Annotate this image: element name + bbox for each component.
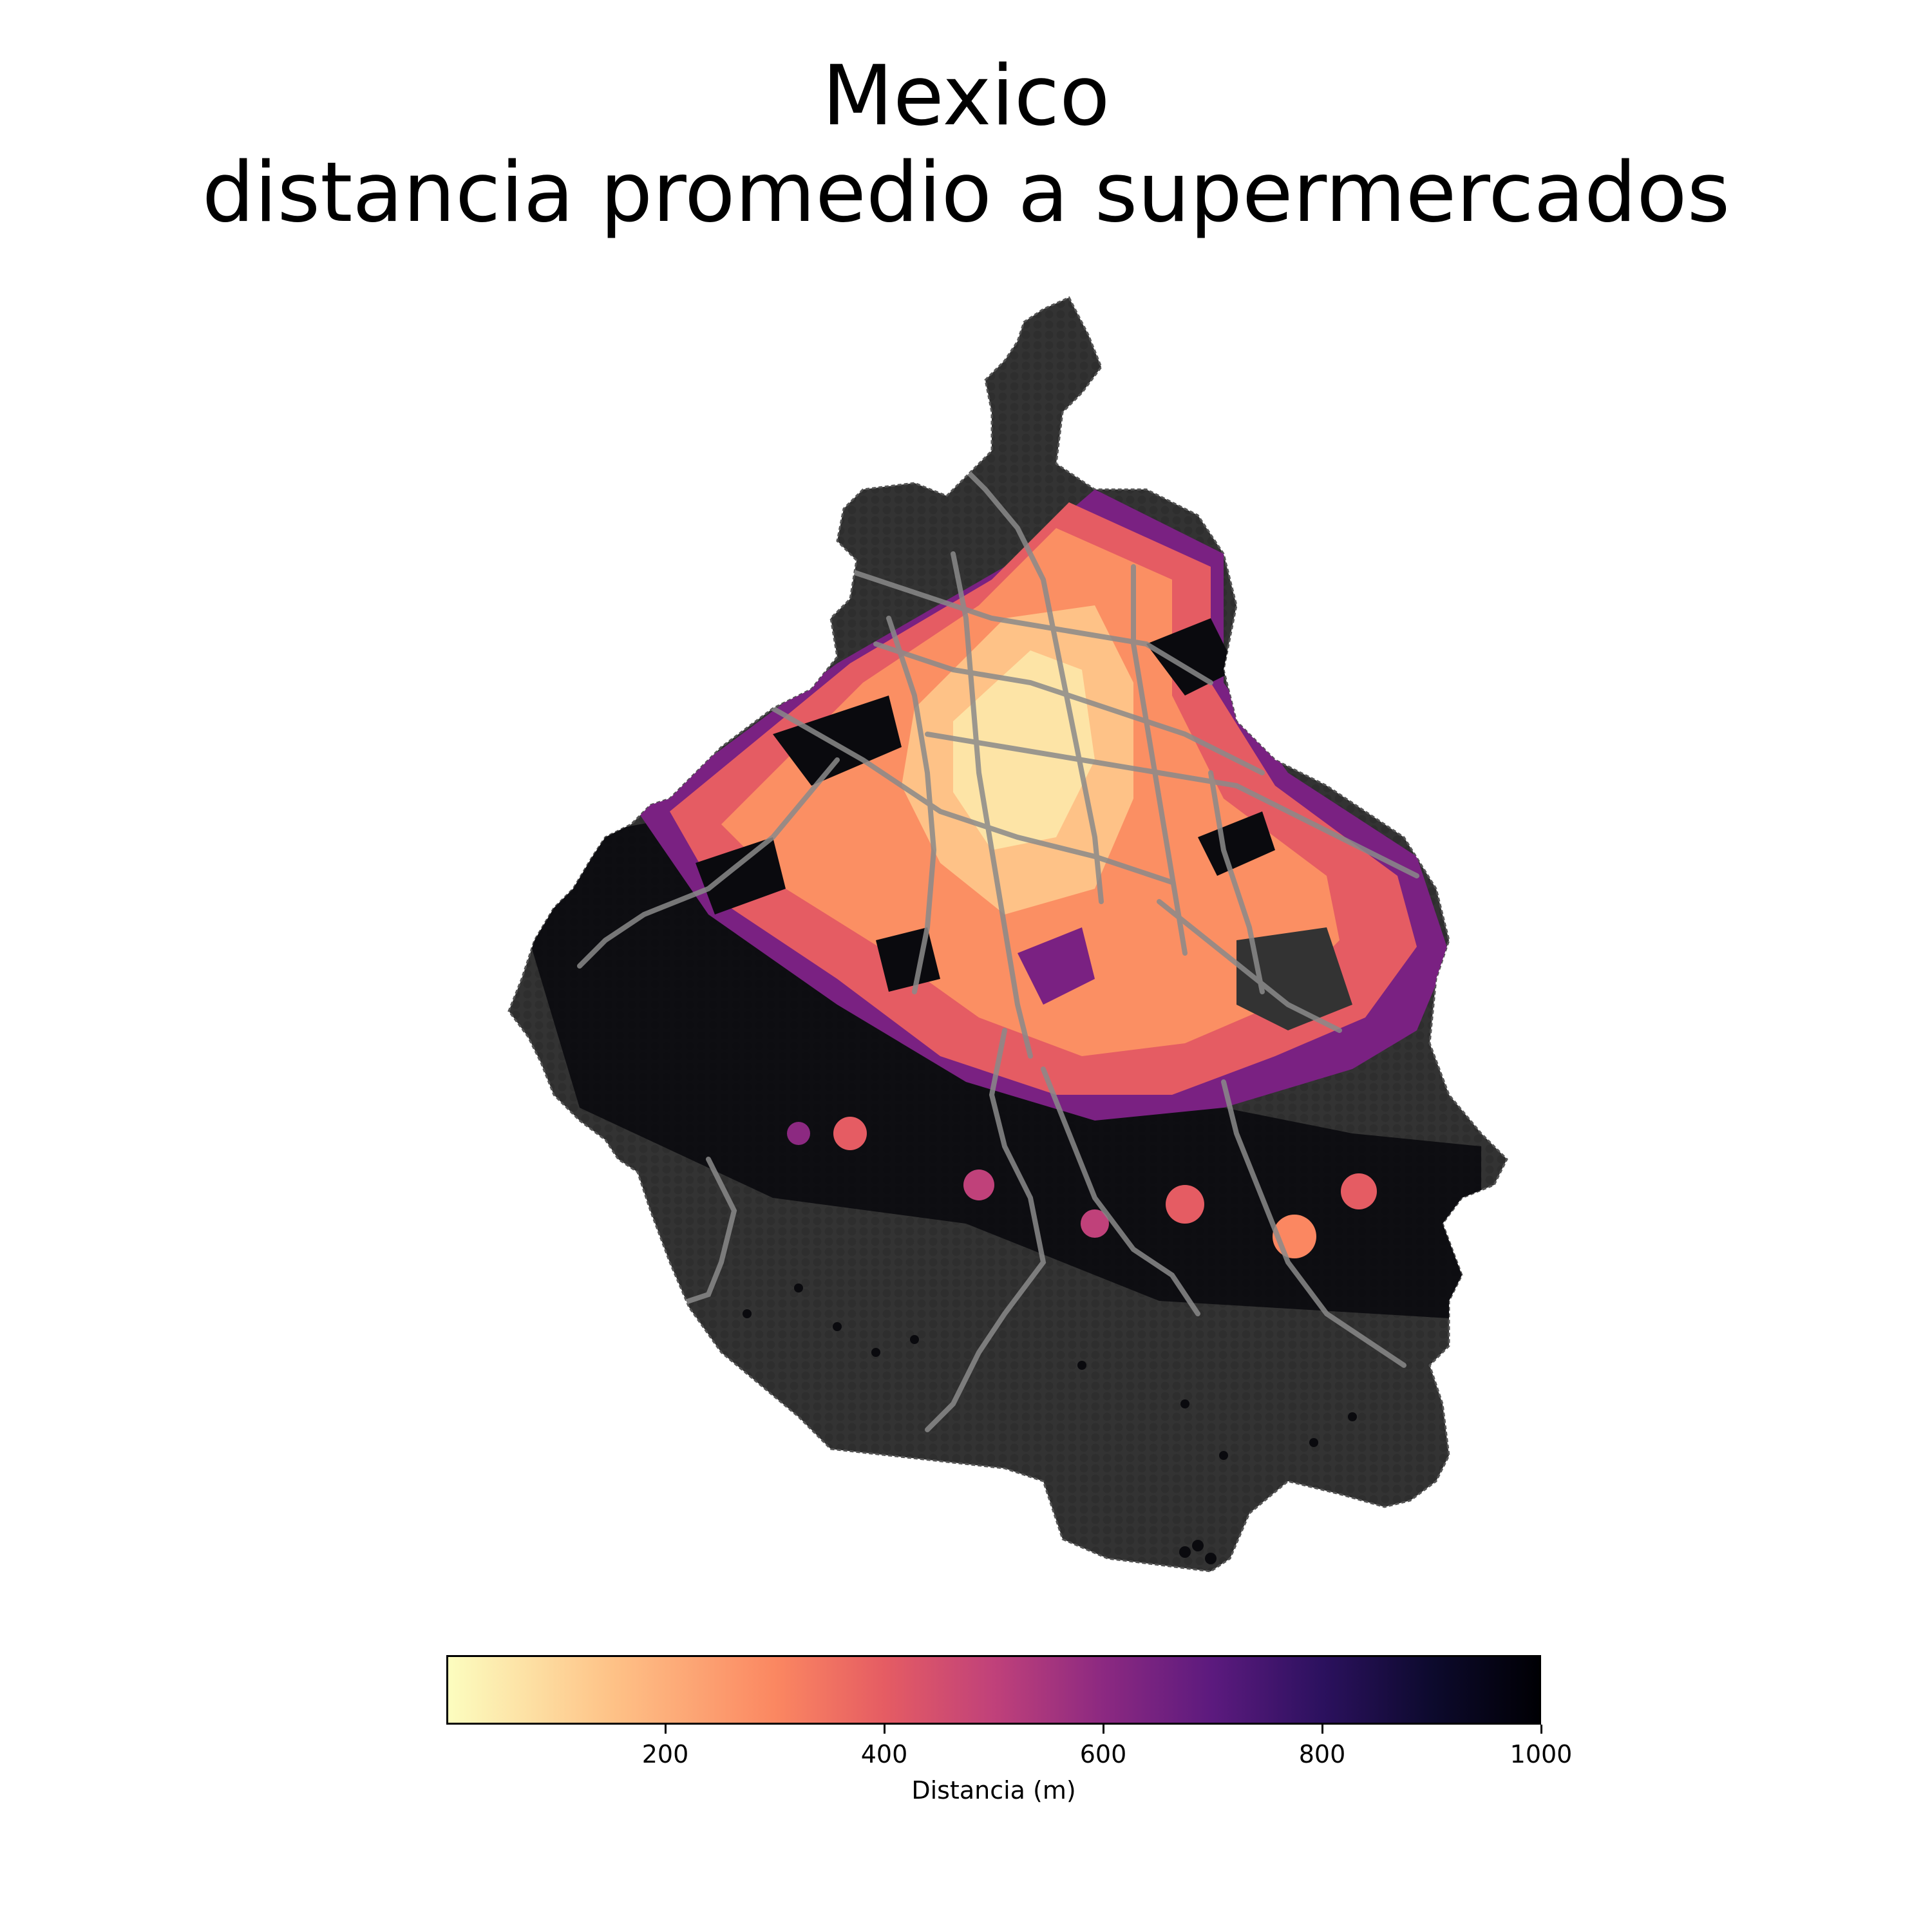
map-title-line1: Mexico — [822, 48, 1110, 144]
map-title-line2: distancia promedio a supermercados — [202, 145, 1730, 241]
city-map — [507, 296, 1508, 1573]
colorbar-tick — [1102, 1725, 1104, 1734]
colorbar-tick-label: 600 — [1079, 1740, 1127, 1768]
colorbar-tick — [883, 1725, 886, 1734]
colorbar-label: Distancia (m) — [911, 1776, 1076, 1804]
colorbar-tick — [1540, 1725, 1542, 1734]
colorbar-tick-label: 200 — [641, 1740, 689, 1768]
colorbar-tick-label: 1000 — [1510, 1740, 1573, 1768]
colorbar-tick-label: 800 — [1298, 1740, 1346, 1768]
scattered-dark-hexes — [743, 1283, 1357, 1564]
city-region — [507, 296, 1508, 1573]
map-title: Mexico distancia promedio a supermercado… — [0, 48, 1932, 242]
main-roads — [577, 448, 1419, 1432]
colorbar-tick — [664, 1725, 667, 1734]
colorbar-tick-label: 400 — [860, 1740, 908, 1768]
colorbar-tick — [1321, 1725, 1323, 1734]
colorbar — [446, 1655, 1541, 1725]
